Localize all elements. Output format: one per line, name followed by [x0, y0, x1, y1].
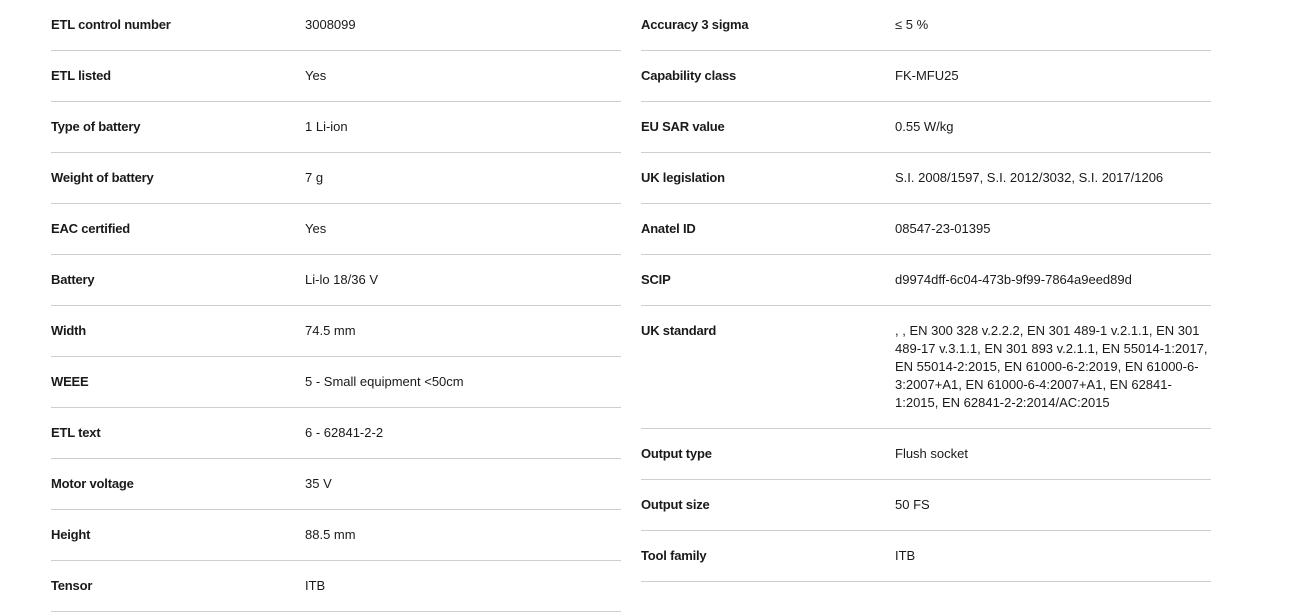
- spec-row: Anatel ID 08547-23-01395: [641, 204, 1211, 255]
- spec-value: 50 FS: [895, 497, 930, 512]
- spec-row: SCIP d9974dff-6c04-473b-9f99-7864a9eed89d: [641, 255, 1211, 306]
- spec-label: Height: [51, 527, 91, 542]
- spec-row: Accuracy 3 sigma ≤ 5 %: [641, 0, 1211, 51]
- spec-value: ITB: [895, 548, 916, 563]
- spec-row: Tool family ITB: [641, 531, 1211, 582]
- spec-row: Type of battery 1 Li-ion: [51, 102, 621, 153]
- spec-label: Motor voltage: [51, 476, 134, 491]
- spec-value: 08547-23-01395: [895, 221, 991, 236]
- spec-value: 1 Li-ion: [305, 119, 348, 134]
- spec-label: Output size: [641, 497, 710, 512]
- spec-row: Weight of battery 7 g: [51, 153, 621, 204]
- spec-table-left: ETL control number 3008099 ETL listed Yes Ty…: [51, 0, 621, 612]
- spec-label: Width: [51, 323, 86, 338]
- spec-value: 35 V: [305, 476, 332, 491]
- spec-value: Flush socket: [895, 446, 968, 461]
- spec-label: SCIP: [641, 272, 671, 287]
- spec-value: 88.5 mm: [305, 527, 356, 542]
- spec-label: Anatel ID: [641, 221, 696, 236]
- spec-value: FK-MFU25: [895, 68, 959, 83]
- spec-label: Battery: [51, 272, 95, 287]
- spec-value: 6 - 62841-2-2: [305, 425, 384, 440]
- spec-row: ETL control number 3008099: [51, 0, 621, 51]
- spec-value: 0.55 W/kg: [895, 119, 954, 134]
- spec-label: ETL control number: [51, 17, 171, 32]
- spec-value: Yes: [305, 221, 327, 236]
- spec-value: ≤ 5 %: [895, 17, 929, 32]
- spec-label: Accuracy 3 sigma: [641, 17, 749, 32]
- spec-value: ITB: [305, 578, 326, 593]
- spec-label: Output type: [641, 446, 712, 461]
- spec-row: Output type Flush socket: [641, 429, 1211, 480]
- spec-row: EU SAR value 0.55 W/kg: [641, 102, 1211, 153]
- spec-label: Weight of battery: [51, 170, 154, 185]
- spec-row: Capability class FK-MFU25: [641, 51, 1211, 102]
- spec-value: , , EN 300 328 v.2.2.2, EN 301 489-1 v.2…: [895, 323, 1208, 410]
- spec-label: Tool family: [641, 548, 707, 563]
- spec-row: Output size 50 FS: [641, 480, 1211, 531]
- spec-row: Battery Li-lo 18/36 V: [51, 255, 621, 306]
- spec-row: Height 88.5 mm: [51, 510, 621, 561]
- spec-row: Width 74.5 mm: [51, 306, 621, 357]
- spec-label: ETL text: [51, 425, 101, 440]
- spec-label: ETL listed: [51, 68, 111, 83]
- spec-label: Type of battery: [51, 119, 141, 134]
- spec-label: UK legislation: [641, 170, 725, 185]
- spec-row: UK standard , , EN 300 328 v.2.2.2, EN 30…: [641, 306, 1211, 429]
- spec-value: Yes: [305, 68, 327, 83]
- spec-value: 7 g: [305, 170, 324, 185]
- spec-label: Tensor: [51, 578, 93, 593]
- spec-row: EAC certified Yes: [51, 204, 621, 255]
- spec-row: Tensor ITB: [51, 561, 621, 612]
- spec-row: ETL text 6 - 62841-2-2: [51, 408, 621, 459]
- spec-label: EAC certified: [51, 221, 131, 236]
- spec-row: WEEE 5 - Small equipment <50cm: [51, 357, 621, 408]
- spec-value: 5 - Small equipment <50cm: [305, 374, 464, 389]
- spec-value: Li-lo 18/36 V: [305, 272, 378, 287]
- spec-value: 3008099: [305, 17, 356, 32]
- spec-row: Motor voltage 35 V: [51, 459, 621, 510]
- spec-row: UK legislation S.I. 2008/1597, S.I. 2012/…: [641, 153, 1211, 204]
- spec-value: 74.5 mm: [305, 323, 356, 338]
- spec-label: UK standard: [641, 323, 717, 338]
- spec-label: Capability class: [641, 68, 737, 83]
- spec-row: ETL listed Yes: [51, 51, 621, 102]
- spec-value: d9974dff-6c04-473b-9f99-7864a9eed89d: [895, 272, 1132, 287]
- spec-value: S.I. 2008/1597, S.I. 2012/3032, S.I. 201…: [895, 170, 1164, 185]
- spec-table-right: Accuracy 3 sigma ≤ 5 % Capability class FK-…: [641, 0, 1211, 582]
- spec-label: EU SAR value: [641, 119, 725, 134]
- spec-label: WEEE: [51, 374, 89, 389]
